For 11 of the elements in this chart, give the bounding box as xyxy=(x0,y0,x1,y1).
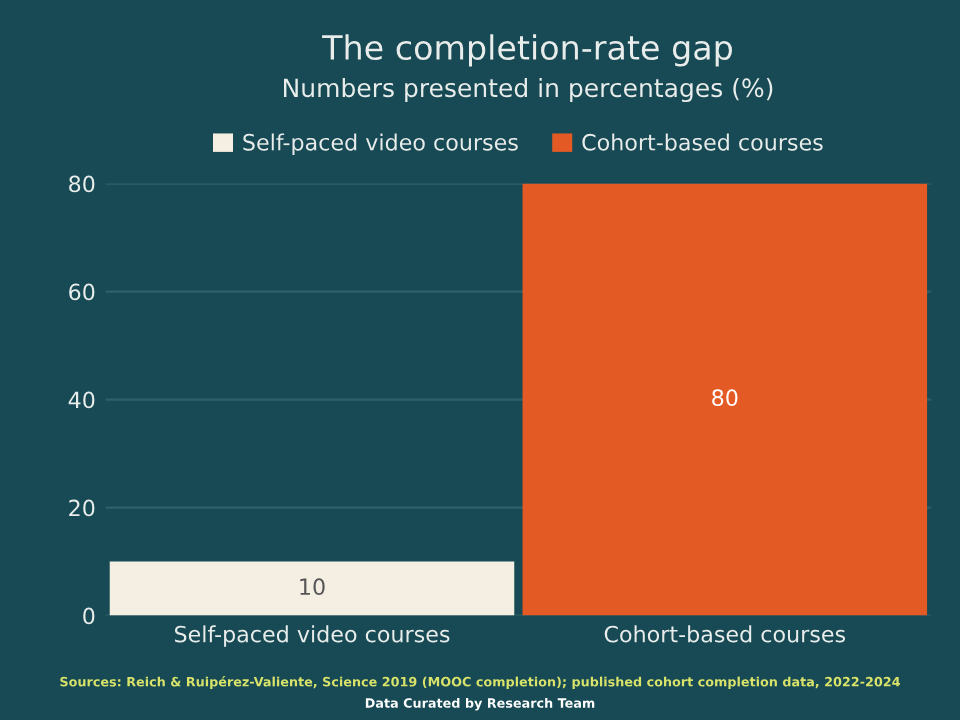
y-tick-label: 60 xyxy=(69,283,95,301)
legend-label: Self-paced video courses xyxy=(243,133,518,155)
chart-subtitle: Numbers presented in percentages (%) xyxy=(284,77,773,103)
y-tick-label: 0 xyxy=(83,607,95,625)
y-tick-label: 20 xyxy=(69,499,95,517)
data-label: 10 xyxy=(300,578,325,596)
chart-title: The completion-rate gap xyxy=(322,34,732,67)
legend-label: Cohort-based courses xyxy=(582,133,823,151)
y-tick-label: 80 xyxy=(69,175,95,193)
data-label: 80 xyxy=(712,389,738,407)
y-tick-label: 40 xyxy=(68,391,95,409)
